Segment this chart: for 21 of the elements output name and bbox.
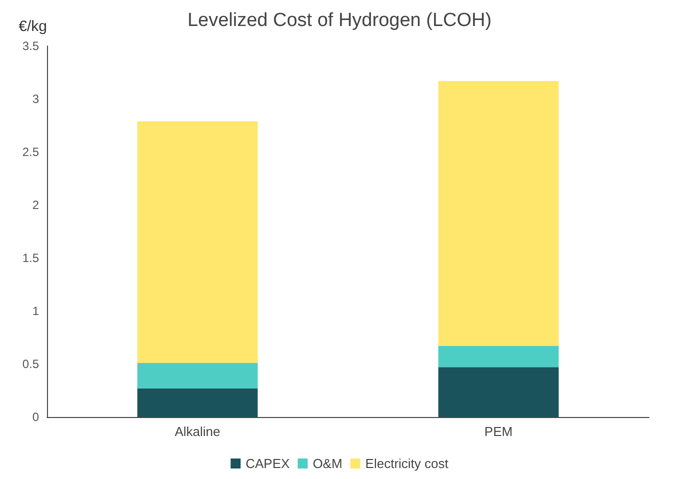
legend-label: Electricity cost <box>365 456 449 471</box>
x-tick-label: PEM <box>484 424 513 439</box>
y-tick-label: 0.5 <box>22 357 40 371</box>
x-tick-label: Alkaline <box>174 424 220 439</box>
bar <box>137 388 258 417</box>
y-tick-label: 2.5 <box>22 145 40 159</box>
y-tick-label: 2 <box>32 198 40 212</box>
bar <box>438 346 559 368</box>
chart-title: Levelized Cost of Hydrogen (LCOH) <box>187 10 492 31</box>
bar <box>438 367 559 417</box>
y-tick-label: 1 <box>32 304 40 318</box>
y-tick-label: 0 <box>32 410 40 424</box>
bar <box>438 80 559 346</box>
bar <box>137 362 258 388</box>
legend-label: O&M <box>312 456 342 471</box>
y-axis-title: €/kg <box>18 18 47 35</box>
legend-label: CAPEX <box>246 456 290 471</box>
y-tick-label: 1.5 <box>22 251 40 265</box>
bar <box>137 121 258 363</box>
y-tick-label: 3.5 <box>22 39 40 53</box>
y-tick-label: 3 <box>32 92 40 106</box>
